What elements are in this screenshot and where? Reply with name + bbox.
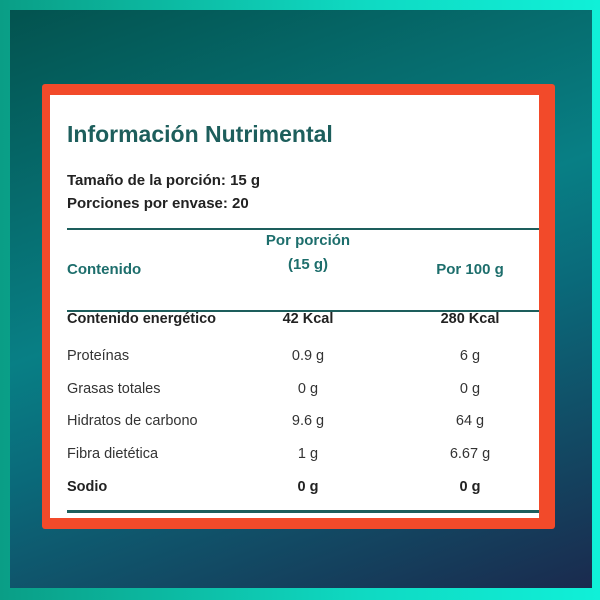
header-per-100g: Por 100 g (436, 261, 504, 278)
header-content: Contenido (67, 261, 142, 278)
nutrient-name: Grasas totales (67, 381, 161, 397)
nutrient-name: Hidratos de carbono (67, 413, 198, 429)
per-serving-cell: 0.9 g (292, 348, 324, 364)
per-serving-value: 0 g (297, 381, 319, 397)
per-serving-value: 0.9 g (291, 348, 325, 364)
per-serving-cell: 1 g (298, 446, 318, 462)
header-per-serving-amount: (15 g) (288, 256, 328, 273)
per-100g-value: 0 g (459, 381, 481, 397)
per-100g-value: 6 g (459, 348, 481, 364)
nutrition-card: Información Nutrimental Tamaño de la por… (42, 84, 555, 529)
per-serving-cell: 42 Kcal (283, 311, 334, 327)
per-serving-cell: 0 g (298, 479, 319, 495)
per-100g-cell: 0 g (460, 479, 481, 495)
servings-per-container: Porciones por envase: 20 (67, 195, 249, 212)
per-100g-value: 6.67 g (449, 446, 491, 462)
per-100g-cell: 6 g (460, 348, 480, 364)
per-serving-value: 42 Kcal (282, 311, 334, 327)
header-per-serving-line2: (15 g) (287, 256, 329, 273)
nutrient-name: Proteínas (67, 348, 130, 364)
per-100g-value: 280 Kcal (440, 311, 500, 327)
header-per-serving: Por porción (266, 232, 350, 249)
per-serving-value: 9.6 g (291, 413, 325, 429)
per-serving-cell: 0 g (298, 381, 318, 397)
nutrient-name: Fibra dietética (67, 446, 159, 462)
per-100g-cell: 64 g (456, 413, 484, 429)
per-100g-cell: 6.67 g (450, 446, 490, 462)
per-serving-value: 0 g (297, 479, 319, 495)
serving-size: Tamaño de la porción: 15 g (67, 172, 261, 189)
per-100g-value: 0 g (459, 479, 481, 495)
per-100g-value: 64 g (455, 413, 485, 429)
divider (67, 510, 539, 513)
nutrition-panel: Información Nutrimental Tamaño de la por… (50, 95, 539, 518)
per-serving-cell: 9.6 g (292, 413, 324, 429)
header-per-serving-line1: Por porción (265, 232, 351, 249)
page-title: Información Nutrimental (67, 121, 333, 147)
per-serving-value: 1 g (297, 446, 319, 462)
per-100g-cell: 0 g (460, 381, 480, 397)
header-per-100g-label: Por 100 g (436, 261, 504, 278)
per-100g-cell: 280 Kcal (441, 311, 500, 327)
nutrient-name: Contenido energético (67, 311, 217, 327)
nutrient-name: Sodio (67, 479, 108, 495)
divider (67, 228, 539, 230)
divider (67, 310, 539, 312)
